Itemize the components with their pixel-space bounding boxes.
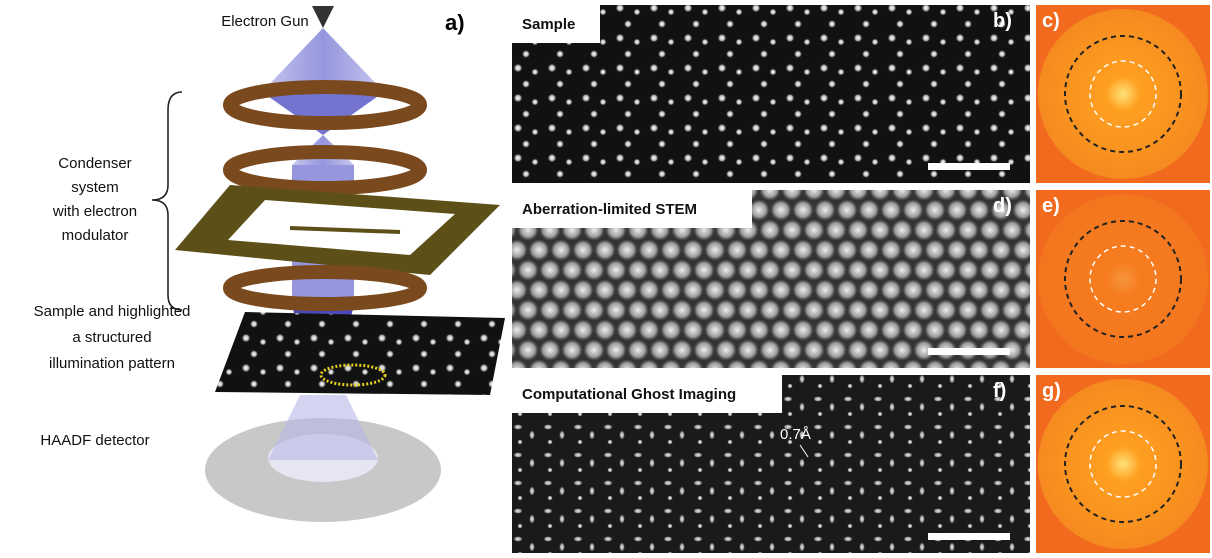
panel-label: e) — [1042, 195, 1060, 217]
detector-label: HAADF detector — [40, 432, 149, 449]
figure: Electron Gun a) Condenser system with el… — [0, 0, 1212, 553]
sample-plane — [215, 312, 505, 395]
fft-disc — [1038, 379, 1208, 549]
panel-title: Computational Ghost Imaging — [522, 386, 736, 403]
scale-bar — [928, 163, 1010, 170]
beam — [268, 395, 378, 460]
sample-label: a structured — [72, 329, 151, 346]
panel-label: g) — [1042, 380, 1061, 402]
brace — [152, 92, 182, 310]
panel-title: Sample — [522, 16, 575, 33]
condenser-label: Condenser — [58, 155, 131, 172]
condenser-label: modulator — [62, 227, 129, 244]
panel-label: f) — [993, 380, 1006, 402]
panel-label: b) — [993, 10, 1012, 32]
panel-label: c) — [1042, 10, 1060, 32]
condenser-label: with electron — [52, 203, 137, 220]
sample-label: Sample and highlighted — [34, 303, 191, 320]
sample-label: illumination pattern — [49, 355, 175, 372]
annotation: 0.7Å — [780, 426, 811, 443]
gun-label: Electron Gun — [221, 13, 309, 30]
fft-disc — [1038, 194, 1208, 364]
condenser-label: system — [71, 179, 119, 196]
fft-disc — [1038, 9, 1208, 179]
panel-label: a) — [445, 10, 465, 35]
panel-label: d) — [993, 195, 1012, 217]
image-panels: Sample b) c) Aberration-limited STEM d) e) Com… — [512, 5, 1210, 553]
gun-icon — [312, 6, 334, 28]
scale-bar — [928, 348, 1010, 355]
panel-title: Aberration-limited STEM — [522, 201, 697, 218]
scale-bar — [928, 533, 1010, 540]
schematic: Electron Gun a) Condenser system with el… — [34, 6, 505, 522]
